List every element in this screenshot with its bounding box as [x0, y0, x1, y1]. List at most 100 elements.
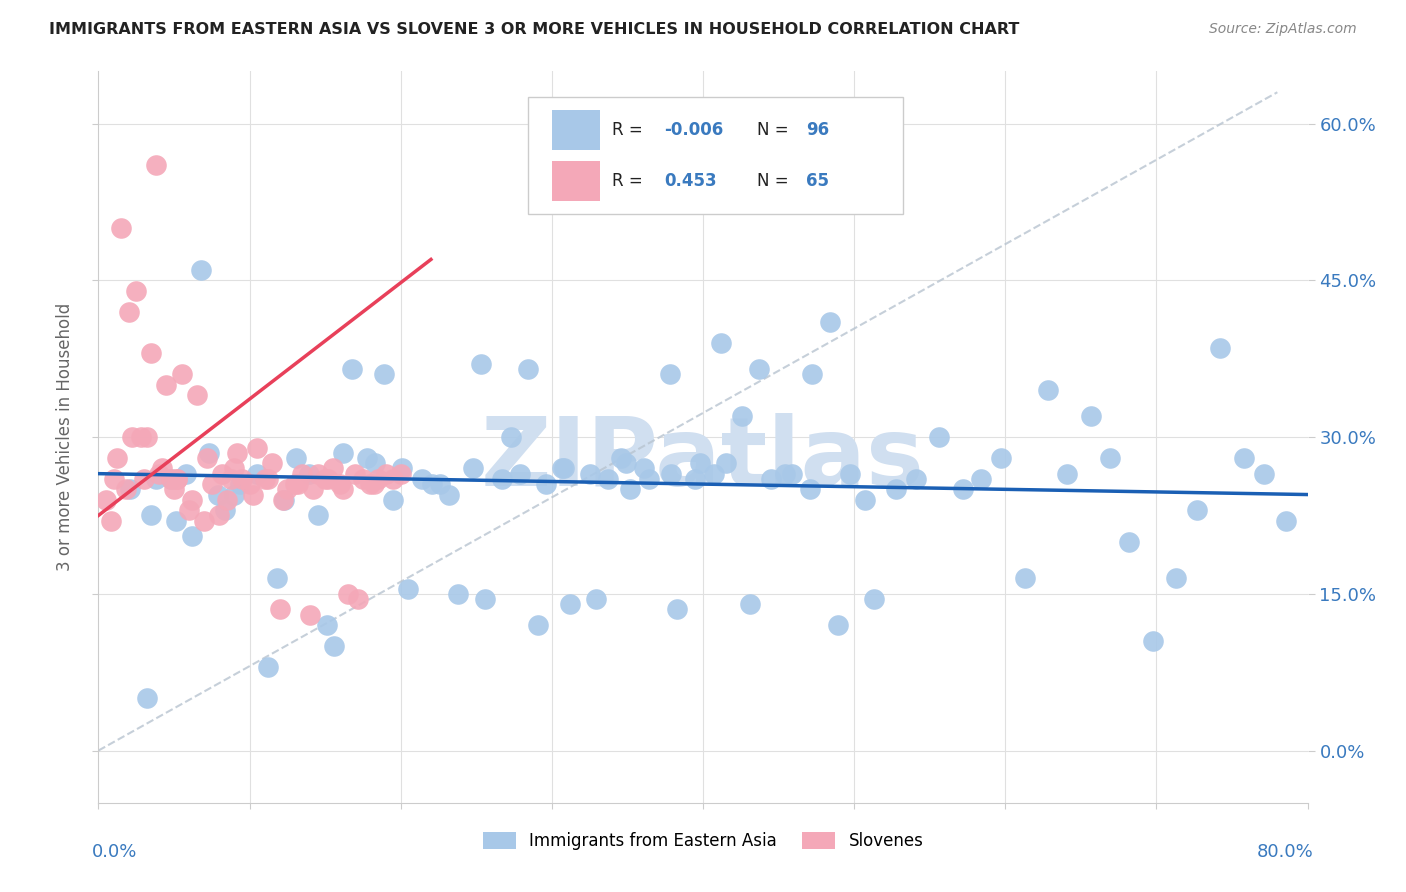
Point — [332, 483, 354, 497]
Point — [323, 639, 346, 653]
Point — [637, 472, 659, 486]
Point — [429, 477, 451, 491]
Text: -0.006: -0.006 — [664, 121, 724, 139]
Point — [231, 472, 253, 486]
Point — [342, 362, 364, 376]
Point — [374, 467, 396, 481]
Point — [509, 467, 531, 481]
Point — [714, 456, 737, 470]
Point — [135, 430, 157, 444]
Point — [1080, 409, 1102, 424]
Point — [352, 472, 374, 486]
Point — [437, 487, 460, 501]
Point — [214, 503, 236, 517]
Point — [516, 362, 538, 376]
Text: N =: N = — [758, 121, 794, 139]
Point — [422, 477, 444, 491]
Point — [1164, 571, 1187, 585]
Point — [970, 472, 993, 486]
Point — [197, 446, 219, 460]
Text: 65: 65 — [806, 172, 828, 190]
Point — [364, 456, 387, 470]
Text: Source: ZipAtlas.com: Source: ZipAtlas.com — [1209, 22, 1357, 37]
Point — [166, 472, 188, 486]
Point — [224, 487, 246, 501]
Point — [329, 477, 352, 491]
Point — [1275, 514, 1298, 528]
Point — [389, 467, 412, 481]
Point — [266, 571, 288, 585]
Point — [827, 618, 849, 632]
Point — [271, 492, 294, 507]
Point — [322, 461, 344, 475]
Point — [221, 472, 243, 486]
Point — [239, 477, 262, 491]
Legend: Immigrants from Eastern Asia, Slovenes: Immigrants from Eastern Asia, Slovenes — [475, 825, 931, 856]
Point — [748, 362, 770, 376]
Point — [360, 477, 382, 491]
Point — [246, 441, 269, 455]
Point — [193, 514, 215, 528]
Text: ZIPatlas: ZIPatlas — [481, 412, 925, 506]
Point — [276, 483, 298, 497]
Point — [534, 477, 557, 491]
Point — [367, 472, 389, 486]
Point — [619, 483, 641, 497]
Point — [299, 607, 322, 622]
Point — [710, 336, 733, 351]
Point — [150, 461, 173, 475]
Point — [103, 472, 125, 486]
Point — [190, 263, 212, 277]
Point — [160, 472, 183, 486]
Point — [800, 368, 823, 382]
Point — [120, 483, 142, 497]
Point — [273, 492, 295, 507]
Point — [256, 660, 278, 674]
Point — [447, 587, 470, 601]
Point — [731, 409, 754, 424]
Point — [1118, 534, 1140, 549]
Point — [1253, 467, 1275, 481]
Point — [201, 477, 224, 491]
Point — [287, 477, 309, 491]
Point — [316, 472, 339, 486]
Point — [463, 461, 485, 475]
Point — [105, 450, 128, 465]
Point — [141, 346, 163, 360]
Point — [666, 602, 689, 616]
Point — [780, 467, 803, 481]
Point — [285, 450, 308, 465]
FancyBboxPatch shape — [551, 161, 600, 202]
Point — [474, 592, 496, 607]
Point — [633, 461, 655, 475]
Point — [314, 472, 336, 486]
Point — [1036, 383, 1059, 397]
Point — [284, 477, 307, 491]
Point — [166, 472, 188, 486]
Point — [470, 357, 492, 371]
Point — [226, 446, 249, 460]
Point — [990, 450, 1012, 465]
Text: R =: R = — [613, 172, 654, 190]
Point — [558, 597, 581, 611]
Point — [578, 467, 600, 481]
Point — [952, 483, 974, 497]
Text: N =: N = — [758, 172, 794, 190]
Point — [838, 467, 860, 481]
Point — [1209, 341, 1232, 355]
Y-axis label: 3 or more Vehicles in Household: 3 or more Vehicles in Household — [56, 303, 75, 571]
Point — [689, 456, 711, 470]
Point — [195, 450, 218, 465]
Point — [181, 492, 204, 507]
Point — [256, 472, 278, 486]
Point — [659, 467, 682, 481]
Point — [121, 430, 143, 444]
Text: R =: R = — [613, 121, 648, 139]
Point — [1014, 571, 1036, 585]
Point — [1187, 503, 1209, 517]
Point — [160, 472, 183, 486]
Point — [145, 158, 167, 172]
Point — [332, 446, 354, 460]
Point — [411, 472, 433, 486]
Point — [315, 618, 337, 632]
